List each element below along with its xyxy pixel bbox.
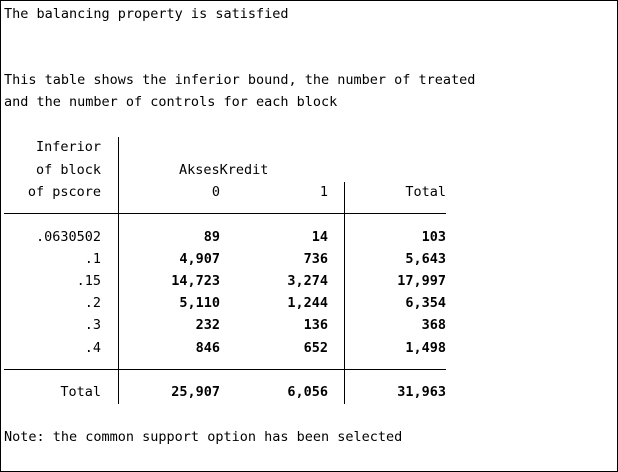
cell-total: 5,643 xyxy=(405,251,446,267)
row-label: .1 xyxy=(84,251,101,267)
row-header-line-1: Inferior xyxy=(35,139,101,155)
total-column-separator xyxy=(344,182,345,404)
cell-control: 14,723 xyxy=(171,273,220,289)
row-label: .3 xyxy=(84,317,101,333)
description-line-1: This table shows the inferior bound, the… xyxy=(4,72,476,88)
description-line-2: and the number of controls for each bloc… xyxy=(4,94,338,110)
cell-total: 368 xyxy=(421,317,446,333)
cell-treated: 1,244 xyxy=(287,295,328,311)
col-header-0: 0 xyxy=(211,184,220,200)
cell-total: 17,997 xyxy=(397,273,446,289)
cell-control: 4,907 xyxy=(179,251,220,267)
cell-treated: 652 xyxy=(303,340,328,356)
row-label: .0630502 xyxy=(35,229,101,245)
header-rule xyxy=(4,213,446,214)
group-header: AksesKredit xyxy=(179,162,269,178)
col-header-total: Total xyxy=(405,184,446,200)
cell-control: 232 xyxy=(195,317,220,333)
cell-treated: 14 xyxy=(311,229,328,245)
note-line: Note: the common support option has been… xyxy=(4,429,403,445)
row-label: .2 xyxy=(84,295,101,311)
total-rule xyxy=(4,369,446,370)
cell-control: 5,110 xyxy=(179,295,220,311)
row-label-separator xyxy=(118,137,119,404)
row-header-line-2: of block xyxy=(35,162,101,178)
grand-total: 31,963 xyxy=(397,384,446,400)
cell-control: 846 xyxy=(195,340,220,356)
cell-total: 6,354 xyxy=(405,295,446,311)
row-label: .15 xyxy=(76,273,101,289)
total-treated: 6,056 xyxy=(287,384,328,400)
cell-control: 89 xyxy=(203,229,220,245)
cell-treated: 3,274 xyxy=(287,273,328,289)
cell-total: 1,498 xyxy=(405,340,446,356)
cell-treated: 136 xyxy=(303,317,328,333)
balancing-message: The balancing property is satisfied xyxy=(4,6,289,22)
row-header-line-3: of pscore xyxy=(27,184,101,200)
col-header-1: 1 xyxy=(319,184,328,200)
cell-total: 103 xyxy=(421,229,446,245)
total-control: 25,907 xyxy=(171,384,220,400)
row-label: .4 xyxy=(84,340,101,356)
total-row-label: Total xyxy=(60,384,101,400)
cell-treated: 736 xyxy=(303,251,328,267)
